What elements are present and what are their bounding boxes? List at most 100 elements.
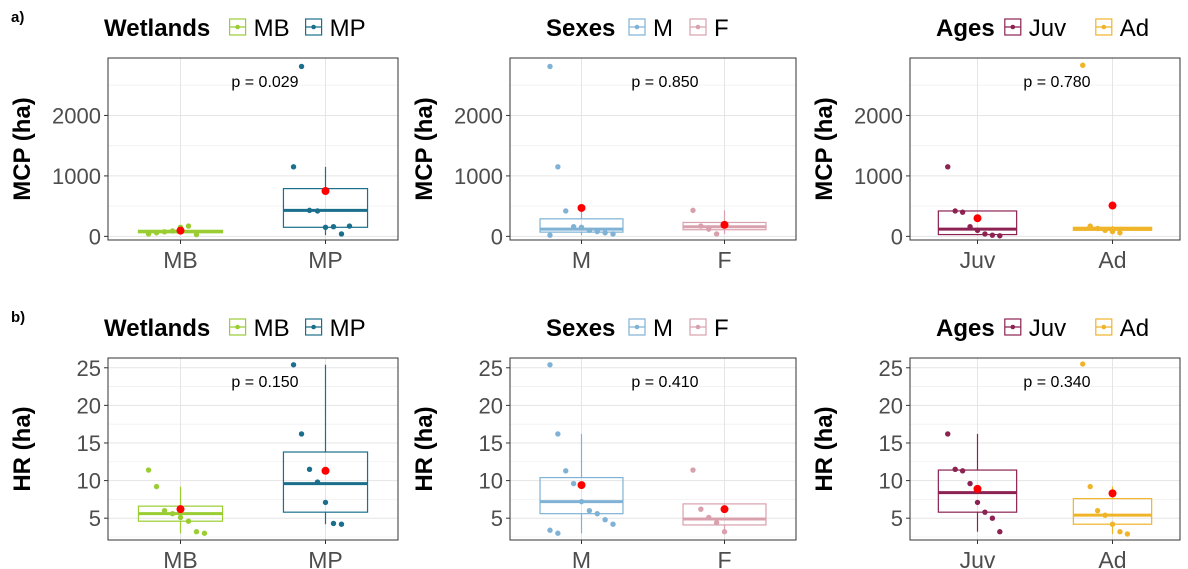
y-tick-label: 15 — [479, 431, 503, 456]
y-tick-label: 1000 — [52, 164, 101, 189]
box-body — [539, 476, 624, 515]
data-point — [721, 529, 728, 535]
p-value-annotation: p = 0.780 — [1023, 74, 1090, 91]
data-point — [1124, 531, 1131, 537]
data-point — [570, 480, 577, 487]
legend-label: MB — [254, 15, 290, 42]
data-point — [555, 164, 561, 170]
data-point — [698, 506, 704, 512]
data-point — [145, 231, 152, 237]
data-point — [1102, 512, 1108, 518]
y-tick-label: 0 — [89, 224, 101, 249]
data-point — [578, 224, 585, 231]
data-point — [1087, 483, 1093, 490]
y-axis-label: MCP (ha) — [811, 97, 838, 201]
data-point — [997, 529, 1003, 535]
data-point — [169, 510, 176, 517]
legend-label: Ad — [1120, 315, 1149, 342]
box-MP — [282, 63, 369, 237]
box-body — [282, 451, 369, 513]
data-point — [690, 467, 696, 473]
legend-swatch-point — [235, 24, 240, 30]
legend-label: Juv — [1029, 15, 1066, 42]
data-point — [1117, 230, 1123, 236]
y-tick-label: 25 — [479, 356, 503, 381]
data-point — [322, 499, 329, 506]
legend-label: Ad — [1120, 15, 1149, 42]
mean-point — [321, 466, 330, 475]
data-point — [314, 479, 321, 485]
data-point — [145, 467, 152, 473]
box-Juv — [937, 164, 1018, 239]
data-point — [330, 520, 337, 527]
data-point — [161, 229, 168, 235]
box-Ad — [1072, 361, 1153, 537]
panel-4: 5 10 15 20 25 MB MP p = 0.150 HR (ha) Wetlands MB M… — [9, 315, 399, 569]
box-MB — [137, 223, 224, 238]
y-tick-label: 5 — [89, 506, 101, 531]
data-point — [967, 480, 973, 487]
data-point — [201, 530, 208, 536]
y-tick-label: 0 — [891, 224, 903, 249]
data-point — [193, 529, 200, 535]
mean-point — [1108, 201, 1117, 210]
data-point — [306, 207, 313, 214]
mean-point — [577, 481, 586, 490]
data-point — [594, 510, 600, 517]
mean-point — [973, 484, 982, 493]
data-point — [298, 63, 305, 70]
data-point — [322, 224, 329, 231]
data-point — [563, 208, 569, 214]
legend-label: F — [714, 15, 729, 42]
row-label-a: a) — [11, 9, 24, 26]
data-point — [690, 207, 696, 214]
data-point — [1094, 507, 1101, 514]
y-tick-label: 1000 — [854, 164, 903, 189]
data-point — [547, 63, 553, 70]
data-point — [1080, 62, 1086, 68]
x-tick-label: M — [572, 547, 591, 569]
data-point — [586, 227, 593, 234]
x-tick-label: Juv — [960, 547, 996, 569]
data-point — [290, 164, 297, 170]
data-point — [586, 507, 593, 514]
row-label-b: b) — [11, 309, 25, 326]
data-point — [570, 223, 577, 230]
box-body — [539, 218, 624, 233]
y-tick-label: 10 — [77, 469, 101, 494]
box-body — [937, 210, 1018, 236]
panel-6: 5 10 15 20 25 Juv Ad p = 0.340 HR (ha) Ages Juv Ad — [811, 315, 1181, 569]
data-point — [578, 498, 585, 505]
legend-key-F: F — [689, 315, 729, 342]
x-tick-label: MB — [163, 247, 198, 273]
y-tick-label: 0 — [491, 224, 503, 249]
panel-border — [909, 357, 1181, 541]
data-point — [594, 228, 600, 235]
data-point — [555, 530, 561, 536]
legend-swatch-point — [311, 24, 316, 30]
x-tick-label: Ad — [1098, 247, 1126, 273]
data-point — [959, 209, 966, 215]
mean-point — [720, 505, 729, 514]
data-point — [602, 230, 608, 236]
data-point — [547, 232, 553, 238]
y-tick-label: 5 — [891, 506, 903, 531]
data-point — [713, 231, 720, 237]
y-tick-label: 10 — [479, 469, 503, 494]
data-point — [952, 208, 958, 214]
data-point — [610, 521, 616, 527]
legend-swatch-point — [1010, 324, 1016, 330]
legend-label: Juv — [1029, 315, 1066, 342]
legend-key-Ad: Ad — [1095, 15, 1149, 42]
legend-swatch-point — [695, 324, 701, 330]
data-point — [306, 466, 313, 473]
data-point — [169, 228, 176, 234]
data-point — [1117, 529, 1123, 535]
data-point — [1080, 361, 1086, 367]
data-point — [1087, 223, 1093, 229]
data-point — [153, 230, 160, 236]
data-point — [153, 483, 160, 490]
legend-key-MP: MP — [305, 315, 366, 342]
y-tick-label: 25 — [77, 356, 101, 381]
y-tick-label: 15 — [879, 431, 903, 456]
